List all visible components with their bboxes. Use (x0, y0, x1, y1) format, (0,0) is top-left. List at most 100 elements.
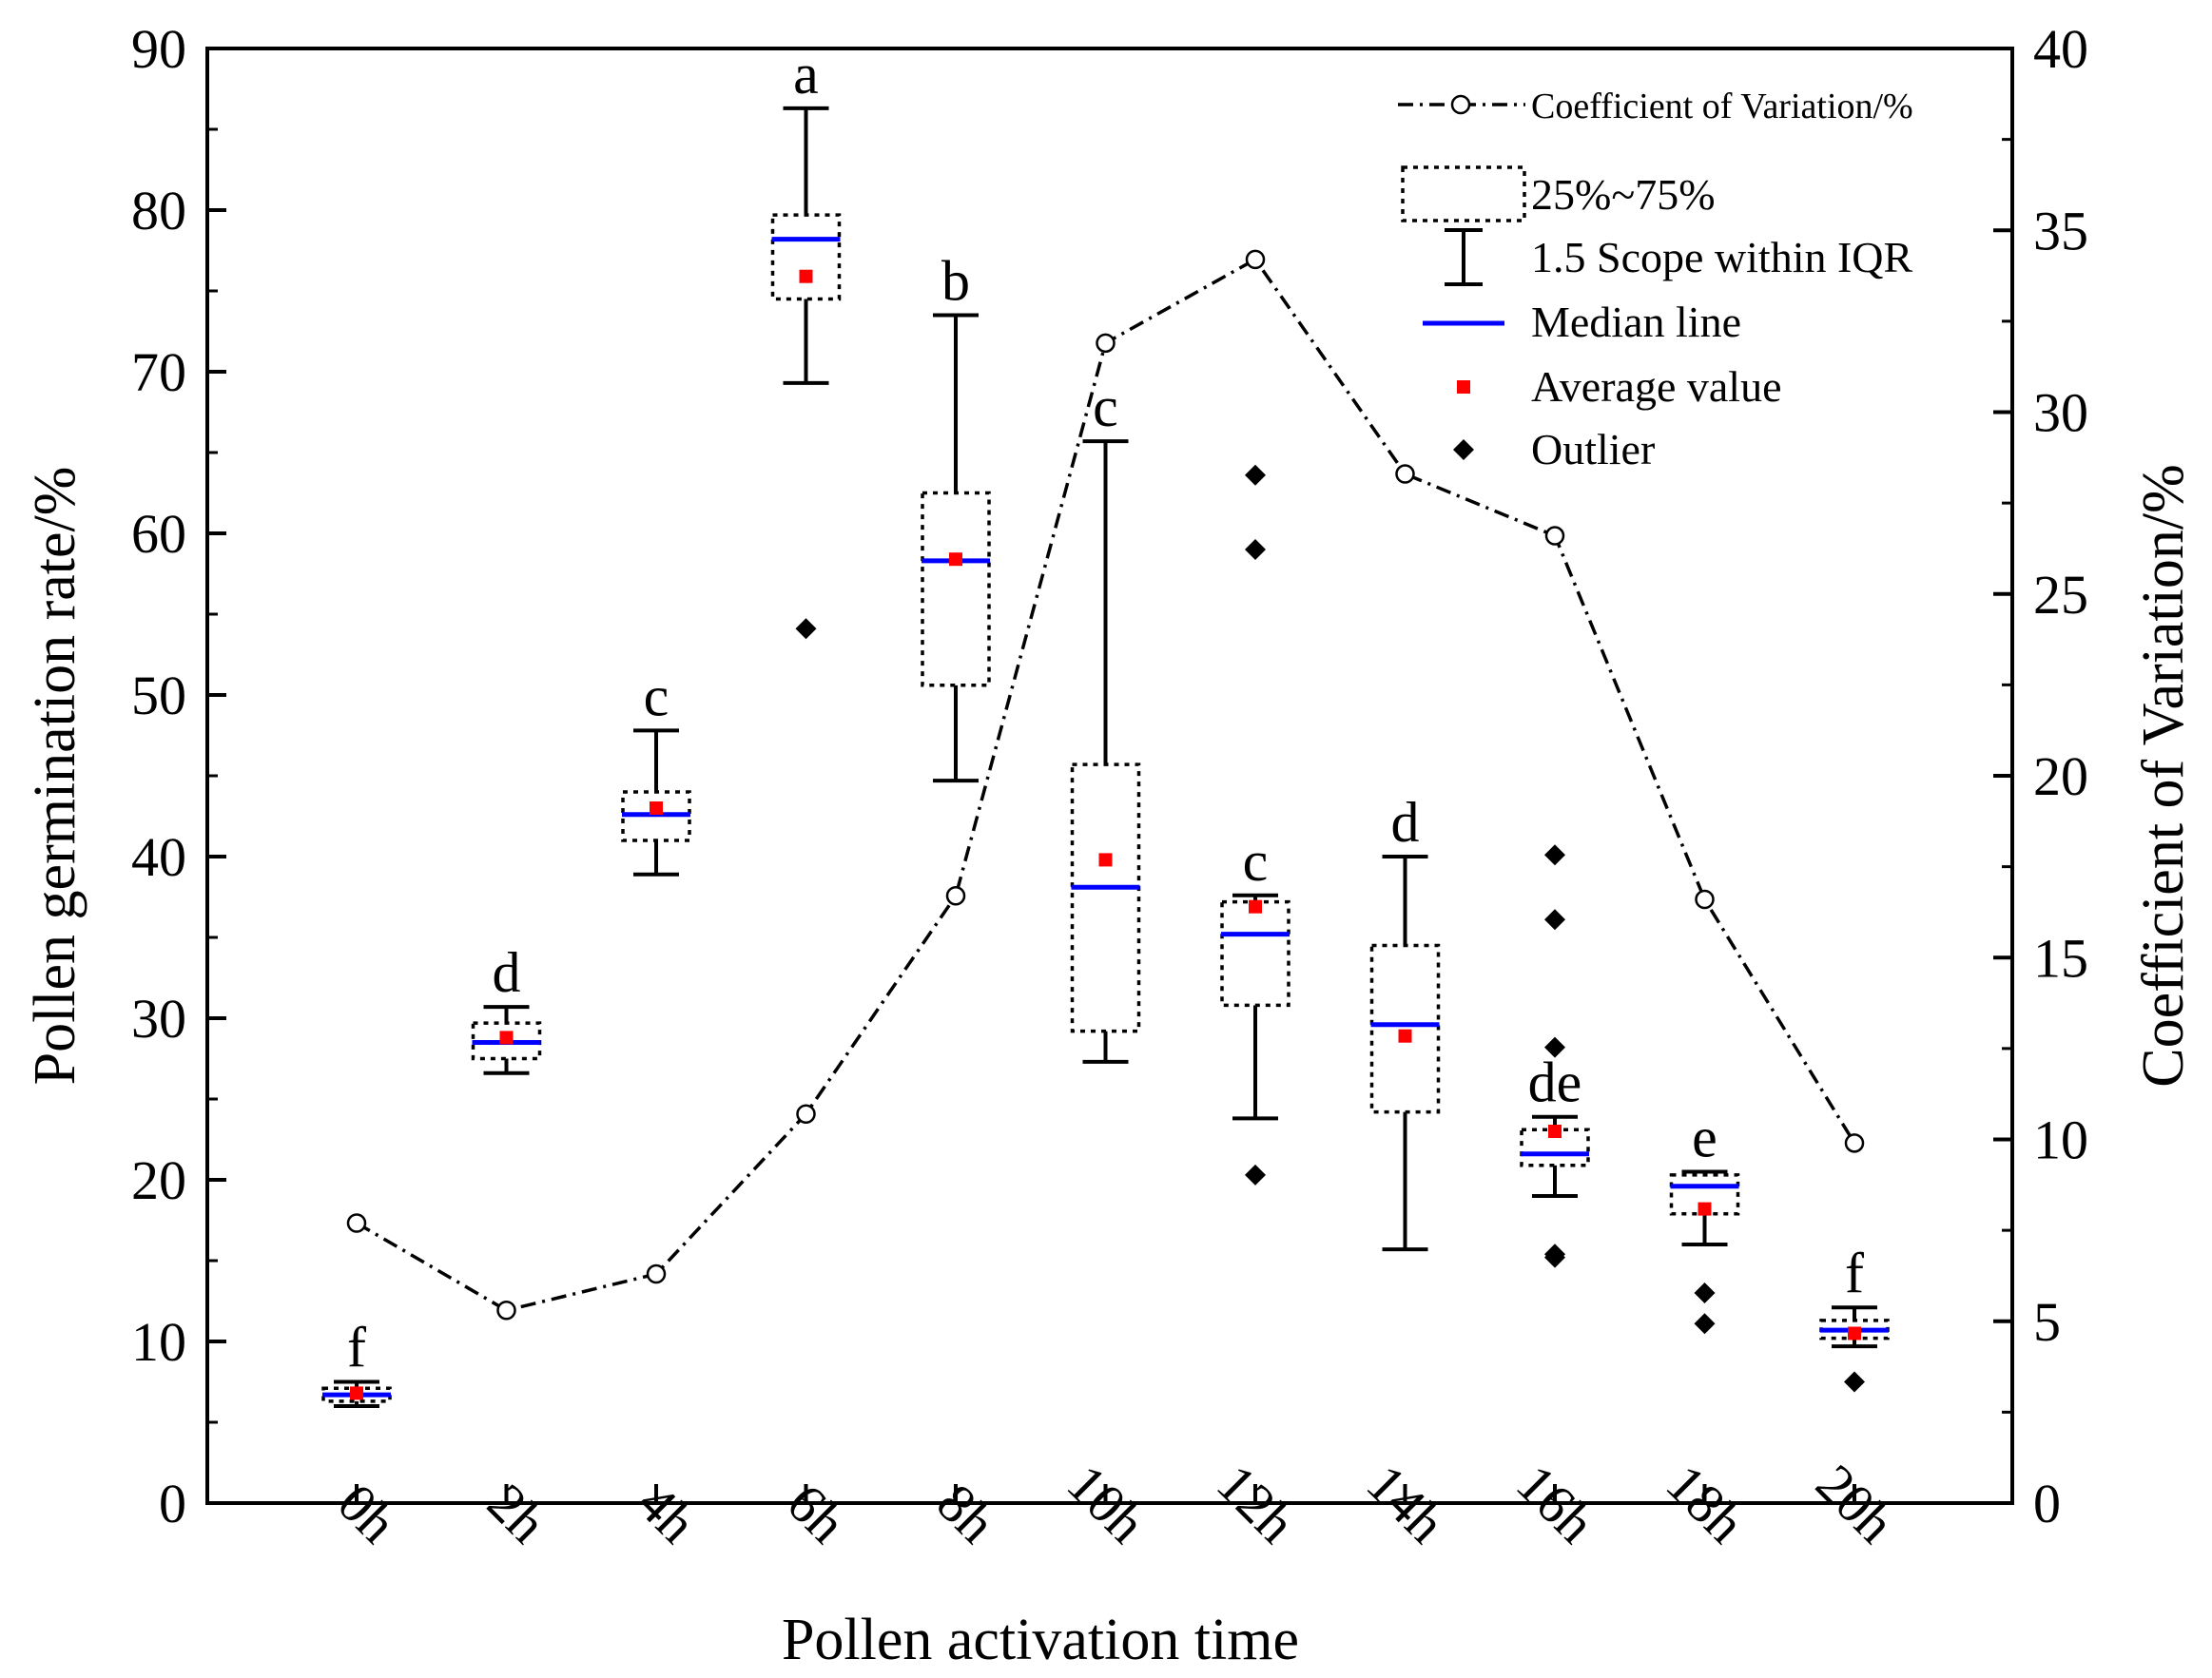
iqr-box (770, 213, 842, 301)
box-plot-20h: f (1819, 1242, 1890, 1393)
outlier-marker (1844, 1371, 1865, 1393)
cv-point (796, 1104, 816, 1124)
y-axis-title: Pollen germination rate/% (23, 467, 87, 1086)
box-plot-10h: c (1070, 376, 1141, 1064)
box-plot-0h: f (321, 1317, 392, 1408)
cv-point (346, 1213, 367, 1233)
x-tick-label: 20h (1804, 1453, 1906, 1554)
y-tick-label: 10 (131, 1311, 186, 1373)
y2-tick-label: 35 (2033, 200, 2088, 261)
mean-marker (1548, 1125, 1562, 1138)
group-letter: c (1243, 830, 1269, 893)
cv-point (1695, 889, 1715, 910)
cv-point (496, 1301, 516, 1321)
mean-marker (1249, 899, 1262, 914)
legend-mean-label: Average value (1531, 362, 1782, 411)
y-tick-label: 20 (131, 1149, 186, 1211)
y2-tick-label: 15 (2033, 927, 2088, 989)
cv-point (1395, 464, 1415, 484)
y2-tick-label: 5 (2033, 1291, 2061, 1353)
outlier-marker (1245, 1164, 1266, 1186)
group-letter: f (347, 1317, 366, 1379)
x-tick-label: 6h (775, 1472, 858, 1554)
box-plot-4h: c (621, 665, 691, 877)
mean-marker (1098, 853, 1113, 867)
outlier-marker (1544, 1246, 1565, 1268)
outlier-marker (1544, 844, 1565, 866)
x-tick-label: 0h (326, 1472, 409, 1554)
y2-axis-title: Coefficient of Variation/% (2131, 464, 2196, 1087)
iqr-box (1369, 943, 1441, 1114)
x-tick-label: 10h (1056, 1453, 1157, 1554)
legend-box-swatch (1401, 165, 1526, 222)
x-tick-label: 2h (475, 1472, 558, 1554)
group-letter: f (1845, 1242, 1864, 1304)
iqr-box (1220, 899, 1290, 1008)
mean-marker (949, 552, 962, 567)
cv-point (1844, 1133, 1865, 1153)
y2-tick-label: 0 (2033, 1473, 2061, 1534)
cv-point (646, 1263, 667, 1284)
x-tick-label: 12h (1205, 1453, 1307, 1554)
cv-point (945, 885, 966, 906)
y-tick-label: 90 (131, 18, 186, 80)
y2-tick-label: 20 (2033, 745, 2088, 807)
group-letter: a (793, 43, 819, 106)
group-letter: d (1391, 791, 1420, 854)
x-axis-title: Pollen activation time (782, 1608, 1299, 1672)
x-tick-label: 8h (925, 1472, 1008, 1554)
y-tick-label: 80 (131, 180, 186, 241)
mean-marker (1698, 1202, 1712, 1216)
outlier-marker (795, 618, 817, 640)
mean-marker (1398, 1029, 1412, 1043)
outlier-marker (1694, 1283, 1716, 1303)
legend-outlier-swatch (1453, 439, 1474, 460)
x-tick-label: 4h (626, 1472, 708, 1554)
outlier-marker (1544, 1036, 1565, 1058)
y-tick-label: 70 (131, 341, 186, 403)
box-plot-8h: b (921, 250, 991, 783)
cv-point (1544, 526, 1565, 546)
box-plot-12h: c (1220, 464, 1290, 1186)
box-plot-2h: d (471, 941, 542, 1075)
outlier-marker (1245, 539, 1266, 560)
y-tick-label: 50 (131, 665, 186, 726)
y2-tick-label: 25 (2033, 564, 2088, 626)
cv-point (1245, 249, 1266, 270)
mean-marker (1848, 1326, 1861, 1340)
x-tick-label: 18h (1655, 1453, 1756, 1554)
y-tick-label: 30 (131, 988, 186, 1050)
mean-marker (350, 1386, 363, 1400)
y-tick-label: 60 (131, 503, 186, 565)
box-plot-14h: d (1369, 791, 1441, 1252)
y-tick-label: 0 (159, 1473, 186, 1534)
box-plot-6h: a (770, 43, 842, 640)
group-letter: d (493, 941, 521, 1004)
group-letter: c (1093, 376, 1118, 438)
y2-tick-label: 40 (2033, 18, 2088, 80)
group-letter: b (941, 250, 970, 313)
legend-mean-swatch (1457, 380, 1470, 394)
outlier-marker (1694, 1313, 1716, 1335)
cv-point (1096, 333, 1116, 354)
x-tick-label: 16h (1504, 1453, 1606, 1554)
box-plot-16h: de (1520, 844, 1590, 1268)
legend-median-label: Median line (1531, 298, 1741, 346)
box-plot-18h: e (1669, 1107, 1740, 1335)
mean-marker (799, 269, 813, 283)
legend-cv-label: Coefficient of Variation/% (1531, 87, 1913, 126)
group-letter: c (644, 665, 669, 727)
x-tick-label: 14h (1355, 1453, 1457, 1554)
y2-tick-label: 30 (2033, 382, 2088, 444)
legend-box-label: 25%~75% (1531, 170, 1716, 219)
iqr-box (921, 491, 991, 687)
legend-outlier-label: Outlier (1531, 425, 1655, 473)
outlier-marker (1245, 464, 1266, 486)
y-tick-label: 40 (131, 826, 186, 888)
legend-whisker-label: 1.5 Scope within IQR (1531, 233, 1913, 281)
outlier-marker (1544, 909, 1565, 931)
iqr-box (1070, 762, 1141, 1033)
group-letter: e (1692, 1107, 1717, 1169)
